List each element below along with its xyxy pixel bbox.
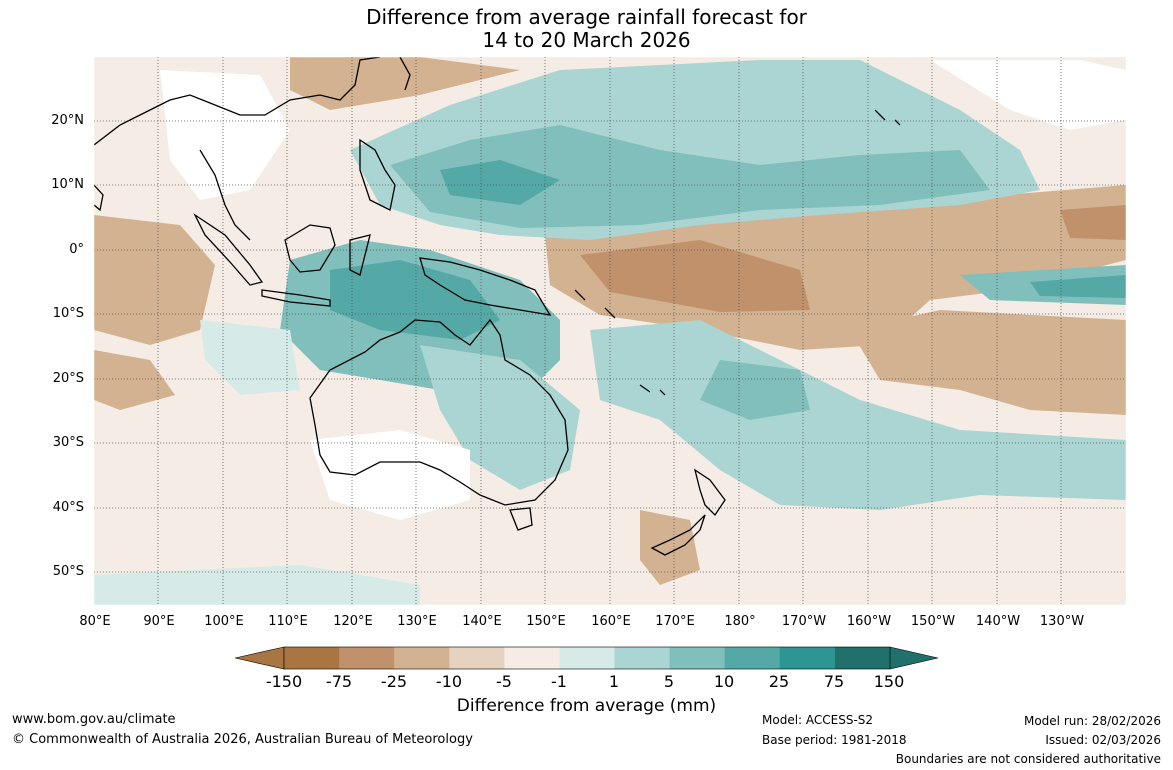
lat-label-20s: 20°S	[52, 371, 84, 386]
japan-coastline	[399, 57, 411, 91]
colorbar-tick-label: 10	[713, 672, 735, 691]
coastlines	[94, 57, 901, 556]
new-zealand-south-coastline	[650, 514, 706, 556]
sri-lanka-coastline	[94, 184, 104, 212]
lon-label: 150°E	[526, 614, 566, 629]
lat-label-10s: 10°S	[52, 306, 84, 321]
lon-label: 140°E	[462, 614, 502, 629]
colorbar	[234, 646, 939, 670]
rainfall-anomaly-field	[94, 57, 1126, 605]
dry-region-tasman	[640, 510, 700, 585]
colorbar-high-extension	[889, 646, 939, 670]
colorbar-swatch	[614, 647, 671, 669]
colorbar-swatch	[834, 647, 891, 669]
neutral-region-australia-south	[310, 430, 470, 520]
lon-label: 170°W	[781, 614, 827, 629]
lat-label-30s: 30°S	[52, 435, 84, 450]
wet-region-australia-east	[420, 345, 580, 490]
lat-label-equator: 0°	[69, 242, 84, 257]
copyright-text: © Commonwealth of Australia 2026, Austra…	[12, 732, 473, 747]
colorbar-tick-label: -25	[380, 672, 408, 691]
colorbar-tick-label: 25	[768, 672, 790, 691]
lon-label: 130°W	[1039, 614, 1085, 629]
lon-label: 80°E	[79, 614, 111, 629]
bom-url-link[interactable]: www.bom.gov.au/climate	[12, 712, 176, 727]
graticule	[94, 57, 1126, 605]
lon-label: 140°W	[975, 614, 1021, 629]
sumatra-coastline	[193, 213, 264, 286]
lat-label-40s: 40°S	[52, 500, 84, 515]
colorbar-tick-label: -150	[265, 672, 303, 691]
map-title-line-2: 14 to 20 March 2026	[482, 28, 691, 52]
dry-region-west-pacific-north	[290, 57, 520, 110]
tasmania-coastline	[509, 507, 533, 531]
neutral-region-subtropical-north	[930, 60, 1126, 130]
wet-region-southern-ocean	[94, 565, 420, 605]
lon-label: 120°E	[333, 614, 373, 629]
colorbar-tick-label: -10	[435, 672, 463, 691]
lon-label: 90°E	[143, 614, 175, 629]
colorbar-swatch	[339, 647, 395, 669]
java-coastline	[261, 289, 331, 307]
colorbar-swatch	[559, 647, 616, 669]
wet-region-maritime-continent-core	[330, 260, 500, 340]
model-name: Model: ACCESS-S2	[762, 713, 874, 727]
issued-date: Issued: 02/03/2026	[1045, 733, 1161, 747]
wet-region-itcz-core	[440, 160, 560, 205]
lon-label: 150°W	[910, 614, 956, 629]
dry-region-indian-ocean	[94, 215, 215, 345]
sulawesi-coastline	[349, 234, 371, 276]
colorbar-swatch	[449, 647, 505, 669]
colorbar-swatch	[724, 647, 781, 669]
model-run-date: Model run: 28/02/2026	[1023, 714, 1161, 728]
australia-coastline	[309, 318, 569, 506]
lon-label: 160°E	[591, 614, 631, 629]
lat-label-10n: 10°N	[51, 177, 84, 192]
colorbar-tick-label: 150	[873, 672, 905, 691]
lon-label: 100°E	[204, 614, 244, 629]
map-title-line-1: Difference from average rainfall forecas…	[366, 5, 807, 29]
colorbar-swatch	[394, 647, 450, 669]
base-period: Base period: 1981-2018	[762, 733, 907, 747]
wet-region-indian-southeast	[200, 320, 300, 395]
dry-region-south-pacific	[850, 310, 1126, 415]
new-zealand-north-coastline	[693, 468, 726, 517]
colorbar-swatch	[284, 647, 340, 669]
lat-label-20n: 20°N	[51, 113, 84, 128]
lon-label: 160°W	[846, 614, 892, 629]
wet-region-east-pacific-core	[1030, 275, 1126, 298]
colorbar-tick-label: 5	[663, 672, 675, 691]
colorbar-swatch	[779, 647, 836, 669]
colorbar-swatch	[504, 647, 560, 669]
lon-label: 180°	[724, 614, 756, 629]
lon-label: 130°E	[397, 614, 437, 629]
borneo-coastline	[284, 224, 336, 273]
wet-region-northwest-pacific-core	[390, 125, 990, 228]
lon-label: 110°E	[268, 614, 308, 629]
dry-region-east-equatorial	[1060, 205, 1126, 240]
dry-region-indian-ocean-south	[94, 350, 175, 410]
wet-region-southwest-pacific-core	[700, 360, 810, 420]
colorbar-low-extension	[234, 646, 285, 670]
neutral-region-indochina	[160, 70, 290, 200]
lon-label: 170°E	[655, 614, 695, 629]
colorbar-tick-label: 1	[608, 672, 620, 691]
colorbar-tick-label: 75	[823, 672, 845, 691]
lat-label-50s: 50°S	[52, 564, 84, 579]
new-guinea-coastline	[419, 257, 552, 316]
colorbar-swatch	[669, 647, 726, 669]
pacific-islands	[574, 109, 901, 396]
colorbar-tick-label: -75	[325, 672, 353, 691]
asia-mainland-coastline	[94, 57, 381, 241]
boundaries-disclaimer: Boundaries are not considered authoritat…	[895, 752, 1161, 766]
dry-region-central-pacific-core	[580, 240, 810, 312]
colorbar-tick-label: -1	[551, 672, 567, 691]
colorbar-tick-label: -5	[496, 672, 512, 691]
colorbar-title: Difference from average (mm)	[456, 696, 717, 716]
philippines-coastline	[359, 138, 396, 211]
